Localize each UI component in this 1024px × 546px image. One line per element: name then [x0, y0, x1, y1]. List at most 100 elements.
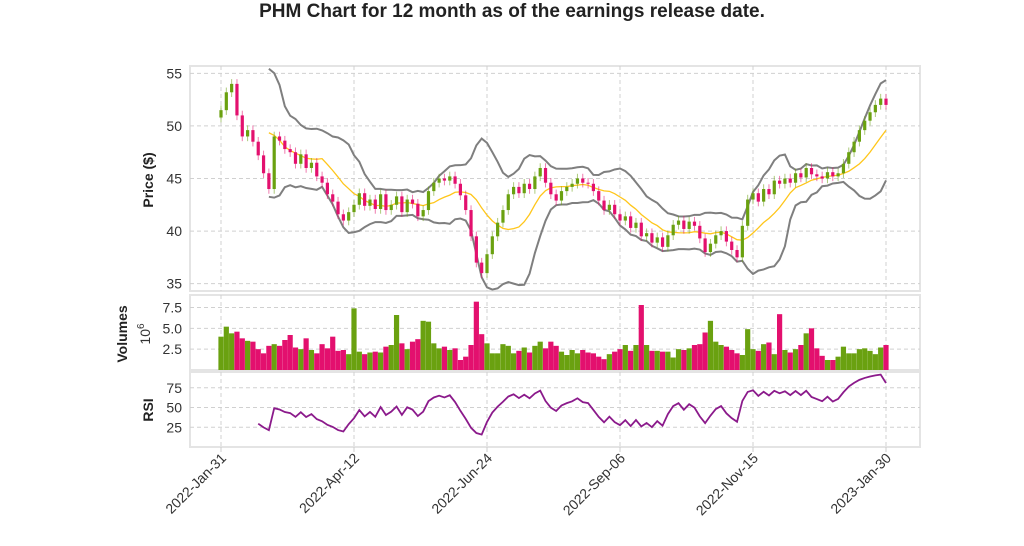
candle-body — [299, 154, 303, 164]
candle-body — [261, 155, 266, 174]
candle-body — [277, 136, 282, 141]
volume-bar — [739, 355, 745, 370]
price-tick-label: 45 — [166, 171, 182, 187]
candle-body — [543, 167, 548, 183]
volume-bar — [255, 349, 261, 370]
candle-body — [506, 194, 510, 211]
candle-body — [331, 194, 335, 202]
candle-body — [783, 178, 787, 184]
volume-unit-label: 106 — [136, 323, 153, 345]
volume-bar — [399, 343, 405, 370]
volume-bar — [761, 344, 767, 370]
candle-body — [304, 154, 308, 168]
volume-bar — [409, 341, 416, 370]
volume-bar — [675, 349, 682, 370]
volume-bar — [777, 314, 783, 370]
volume-bar — [495, 353, 501, 370]
volume-bar — [489, 353, 495, 370]
candle-body — [267, 173, 271, 190]
candle-body — [357, 193, 361, 205]
candle-body — [581, 178, 585, 183]
bollinger-lower-line — [268, 179, 887, 291]
volume-bar — [654, 350, 660, 370]
volume-bar — [335, 350, 341, 370]
volume-bar — [260, 353, 267, 370]
volume-bar — [867, 350, 873, 370]
candle-body — [629, 216, 633, 228]
candle-body — [868, 112, 872, 121]
volume-bar — [808, 328, 815, 370]
volume-bar — [372, 351, 378, 370]
volume-bar — [388, 345, 394, 370]
candle-body — [490, 236, 494, 255]
volume-bar — [862, 348, 868, 370]
volume-bar — [670, 357, 676, 370]
candle-body — [756, 193, 760, 202]
candle-body — [325, 182, 329, 195]
candle-body — [714, 235, 718, 244]
candle-body — [879, 98, 883, 105]
price-tick-label: 50 — [166, 118, 182, 134]
candle-body — [559, 191, 564, 201]
x-tick-label: 2022-Jan-31 — [162, 450, 229, 517]
candle-body — [363, 193, 367, 206]
candle-body — [538, 167, 542, 177]
candle-body — [251, 130, 255, 142]
candle-body — [347, 212, 351, 221]
volume-bar — [569, 350, 575, 370]
candle-body — [219, 110, 223, 118]
candle-body — [719, 231, 723, 236]
volume-bar — [463, 356, 469, 370]
candle-body — [368, 199, 372, 206]
volume-bar — [346, 354, 352, 370]
candle-body — [586, 182, 590, 184]
volume-tick-label: 7.5 — [163, 300, 183, 316]
volume-bar — [718, 345, 724, 370]
volume-bar — [250, 341, 256, 370]
candle-body — [230, 83, 234, 93]
volume-bar — [479, 334, 485, 370]
candle-body — [671, 224, 675, 236]
volume-bar — [878, 347, 884, 370]
volume-bar — [378, 352, 384, 370]
candle-body — [256, 141, 260, 156]
candle-body — [708, 243, 713, 253]
volume-bar — [574, 353, 581, 370]
volume-bar — [218, 336, 224, 370]
candle-body — [533, 176, 537, 190]
candle-body — [379, 194, 383, 209]
volume-bar — [824, 360, 831, 370]
candle-body — [762, 189, 766, 202]
candle-body — [373, 199, 377, 209]
candle-body — [772, 180, 776, 195]
volume-bar — [771, 354, 777, 370]
candle-body — [730, 241, 734, 250]
candle-body — [740, 225, 744, 258]
candle-body — [623, 216, 627, 221]
volume-bar — [298, 349, 304, 370]
candle-body — [809, 167, 814, 175]
candle-body — [235, 83, 239, 116]
volume-bar — [617, 349, 623, 370]
volume-tick-label: 5.0 — [163, 320, 183, 336]
candle-body — [666, 235, 670, 247]
x-tick-label: 2022-Sep-06 — [560, 450, 629, 519]
candle-body — [645, 233, 649, 237]
candle-body — [272, 136, 276, 190]
candle-body — [315, 162, 319, 177]
volume-bar — [340, 350, 346, 370]
volume-bar — [542, 348, 549, 370]
volume-bar — [558, 351, 565, 370]
volume-unit-base: 10 — [137, 329, 153, 345]
volume-bar — [266, 345, 272, 370]
volume-bar — [697, 344, 703, 370]
candle-body — [639, 222, 643, 237]
volume-bar — [585, 352, 591, 370]
volume-bar — [691, 345, 698, 370]
candle-body — [799, 173, 803, 178]
candle-body — [847, 152, 851, 164]
candle-body — [591, 183, 595, 192]
volume-bar — [564, 355, 570, 370]
volume-bar — [745, 329, 751, 370]
volume-bar — [415, 339, 421, 370]
